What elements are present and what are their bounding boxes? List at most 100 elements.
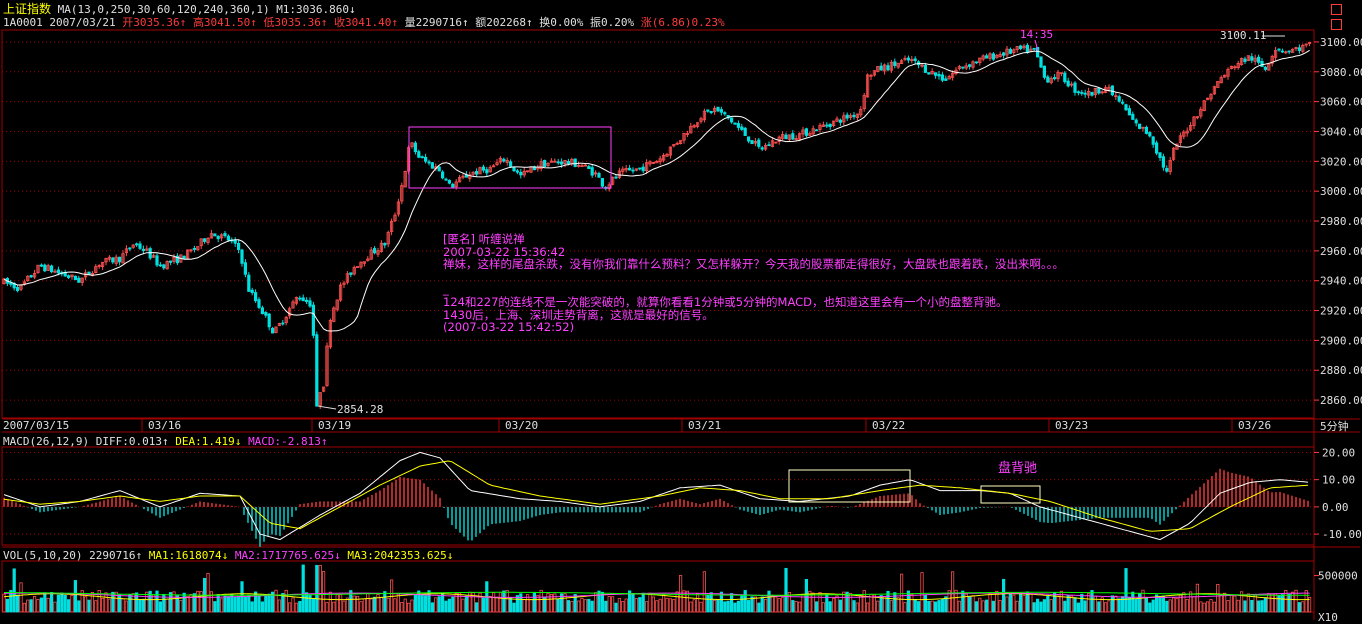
candle-body — [1138, 123, 1142, 129]
high-price-label: 3100.11 — [1220, 29, 1266, 42]
candle-body — [291, 301, 295, 309]
volume-bar — [957, 600, 962, 613]
volume-bar — [876, 600, 880, 613]
volume-bar — [1301, 601, 1305, 613]
candle-body — [757, 139, 761, 147]
volume-bar — [284, 589, 288, 613]
volume-bar — [5, 598, 9, 613]
volume-bar — [138, 599, 142, 613]
candle-body — [512, 166, 516, 172]
volume-bar — [87, 599, 91, 613]
volume-bar — [764, 598, 768, 613]
candle-body — [366, 258, 370, 261]
candle-body — [46, 265, 50, 271]
volume-bar — [1253, 594, 1257, 613]
volume-bar — [750, 596, 754, 613]
candle-body — [151, 255, 156, 258]
volume-bar — [1189, 591, 1193, 613]
candle-body — [50, 265, 54, 273]
volume-bar — [107, 598, 111, 613]
volume-bar — [328, 591, 333, 613]
volume-bar — [430, 602, 435, 613]
volume-bar — [1117, 598, 1121, 613]
candle-body — [723, 112, 727, 115]
candle-body — [1206, 97, 1210, 101]
volume-bar — [696, 593, 700, 613]
volume-bar — [1063, 600, 1067, 613]
volume-bar — [910, 593, 914, 613]
volume-bar — [1165, 600, 1169, 613]
close-value: 收3041.40↑ — [334, 16, 399, 29]
volume-bar — [1270, 593, 1274, 613]
volume-bar — [43, 592, 47, 613]
volume-bar — [1019, 593, 1023, 613]
volume-bar — [185, 596, 190, 613]
volume-bar — [1124, 568, 1128, 613]
candle-body — [444, 178, 448, 181]
candle-body — [1236, 63, 1240, 68]
candle-body — [709, 111, 713, 114]
volume-bar — [1053, 592, 1057, 613]
candle-body — [488, 166, 492, 173]
candle-body — [175, 255, 179, 264]
candle-body — [696, 122, 700, 127]
candle-body — [1063, 72, 1067, 83]
candle-body — [743, 127, 747, 136]
main-header: 上证指数 MA(13,0,250,30,60,120,240,360,1) M1… — [3, 3, 356, 16]
candle-body — [1100, 91, 1104, 94]
candle-body — [736, 123, 741, 128]
volume-bar — [570, 600, 574, 613]
volume-bar — [267, 593, 271, 613]
candle-body — [196, 246, 200, 251]
volume-bar — [196, 590, 200, 613]
candle-body — [1301, 44, 1305, 52]
volume-bar — [1097, 601, 1101, 613]
volume-bar — [1216, 583, 1220, 613]
volume-bar — [335, 594, 339, 613]
volume-bar — [481, 597, 486, 613]
candle-body — [699, 118, 703, 122]
candle-body — [267, 313, 271, 328]
candle-body — [964, 65, 968, 69]
volume-bar — [655, 600, 659, 613]
candle-body — [138, 243, 142, 249]
volume-bar — [974, 601, 979, 613]
volume-bar — [175, 595, 179, 613]
candle-body — [1253, 57, 1257, 62]
volume-bar — [927, 600, 931, 613]
candle-body — [505, 160, 509, 163]
candle-body — [631, 169, 635, 172]
volume-bar — [29, 599, 33, 613]
volume-bar — [1039, 601, 1043, 613]
volume-bar — [699, 601, 703, 613]
macd-tick-label: 20.00 — [1322, 446, 1355, 459]
candle-body — [1263, 66, 1267, 70]
volume-bar — [1005, 596, 1009, 613]
candle-body — [706, 109, 710, 112]
window-icon-2[interactable] — [1331, 19, 1342, 30]
candle-body — [835, 118, 839, 122]
volume-bar — [587, 598, 591, 613]
candle-body — [1246, 55, 1250, 62]
candle-body — [883, 64, 887, 72]
volume-bar — [1046, 595, 1050, 613]
candle-body — [461, 175, 465, 178]
macd-box-2 — [980, 485, 1041, 504]
volume-bar — [539, 589, 543, 613]
window-icon[interactable] — [1331, 4, 1342, 15]
candle-body — [563, 160, 567, 165]
date-tick-label: 03/16 — [148, 419, 181, 432]
candle-body — [859, 108, 863, 116]
macd-name: MACD(26,12,9) — [3, 435, 90, 448]
volume-bar — [726, 600, 730, 613]
volume-bar — [940, 598, 945, 613]
volume-bar — [291, 597, 295, 613]
candle-body — [56, 269, 61, 274]
vol-header: VOL(5,10,20) 2290716↑ MA1:1618074↓ MA2:1… — [3, 550, 453, 562]
volume-tick-label: 500000 — [1318, 570, 1358, 583]
candle-body — [594, 172, 598, 175]
volume-bar — [1083, 600, 1087, 613]
candle-body — [1025, 44, 1029, 53]
volume-bar — [577, 600, 581, 613]
candle-body — [849, 115, 853, 118]
